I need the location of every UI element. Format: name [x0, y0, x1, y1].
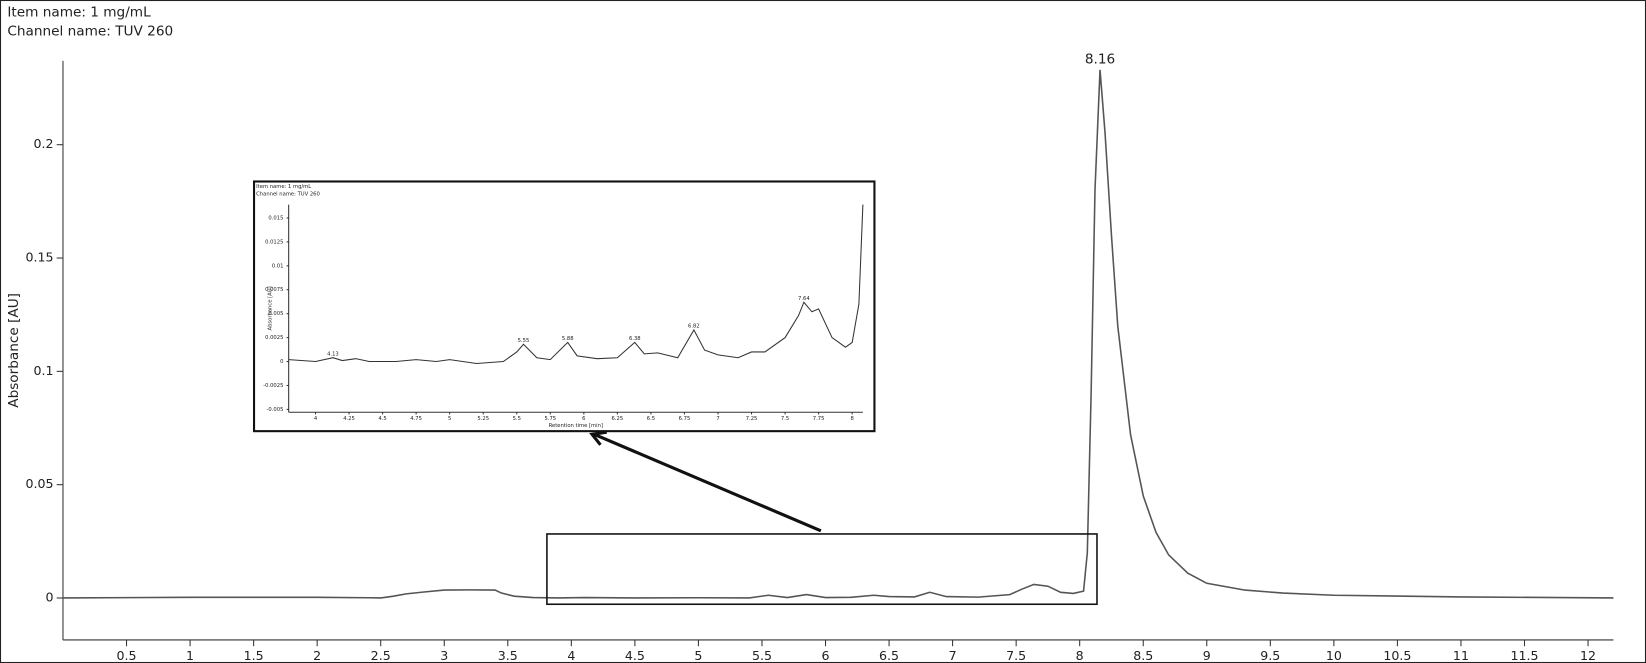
y-tick-label: 0.0125 [265, 239, 283, 245]
peak-label: 6.82 [688, 324, 700, 330]
x-tick-label: 8.5 [1133, 648, 1153, 663]
zoom-region [546, 533, 1098, 606]
x-tick-label: 6.75 [679, 416, 691, 422]
y-tick-label: 0.05 [26, 476, 54, 491]
peak-label: 7.64 [798, 296, 810, 302]
title: Item name: 1 mg/mL [256, 184, 311, 190]
x-tick-label: 7 [949, 648, 957, 663]
x-tick-label: 4.25 [343, 416, 355, 422]
subtitle: Channel name: TUV 260 [7, 23, 173, 39]
x-tick-label: 3.5 [498, 648, 518, 663]
y-tick-label: 0.2 [34, 136, 54, 151]
x-tick-label: 7.75 [813, 416, 825, 422]
y-tick-label: 0.0075 [265, 287, 283, 293]
x-tick-label: 7 [716, 416, 719, 422]
x-tick-label: 1.5 [244, 648, 264, 663]
x-tick-label: 6 [822, 648, 830, 663]
x-tick-label: 2.5 [371, 648, 391, 663]
y-tick-label: -0.0025 [263, 383, 283, 389]
x-tick-label: 4.5 [625, 648, 645, 663]
x-tick-label: 5.5 [513, 416, 521, 422]
trace [62, 69, 1614, 599]
peak-label: 4.13 [327, 351, 339, 357]
inset-frame [252, 180, 876, 433]
x-tick-label: 6.5 [647, 416, 655, 422]
x-tick-label: 0.5 [117, 648, 137, 663]
x-tick-label: 11.5 [1510, 648, 1538, 663]
x-tick-label: 7.25 [746, 416, 758, 422]
x-tick-label: 6.5 [879, 648, 899, 663]
x-tick-label: 5.25 [477, 416, 489, 422]
y-tick-label: 0.01 [272, 263, 284, 269]
zoom-arrow-head [589, 430, 607, 446]
x-tick-label: 5 [448, 416, 451, 422]
y-tick-label: -0.005 [267, 407, 284, 413]
x-tick-label: 8 [850, 416, 853, 422]
x-tick-label: 12 [1580, 648, 1596, 663]
x-tick-label: 4 [314, 416, 318, 422]
x-tick-label: 2 [313, 648, 321, 663]
x-tick-label: 1 [186, 648, 194, 663]
x-tick-label: 11 [1453, 648, 1469, 663]
subtitle: Channel name: TUV 260 [256, 192, 320, 198]
peak-label: 5.55 [518, 338, 530, 344]
x-tick-label: 7.5 [781, 416, 789, 422]
x-tick-label: 7.5 [1006, 648, 1026, 663]
trace [288, 204, 864, 365]
x-tick-label: 6.25 [612, 416, 624, 422]
x-tick-label: 10 [1326, 648, 1342, 663]
peak-label: 8.16 [1085, 52, 1115, 68]
x-tick-label: 4.75 [410, 416, 422, 422]
x-tick-label: 10.5 [1383, 648, 1411, 663]
peak-label: 6.38 [629, 336, 641, 342]
y-tick-label: 0 [280, 359, 283, 365]
y-tick-label: 0.015 [268, 215, 283, 221]
y-tick-label: 0.005 [268, 311, 283, 317]
y-tick-label: 0.15 [26, 250, 54, 265]
x-axis-label: Retention time [min] [549, 423, 603, 429]
zoom-arrow [593, 432, 822, 533]
y-tick-label: 0.0025 [265, 335, 283, 341]
y-axis-label: Absorbance [AU] [6, 293, 22, 408]
peak-label: 5.88 [562, 336, 574, 342]
y-axis-label: Absorbance [AU] [267, 286, 273, 330]
x-tick-label: 6 [582, 416, 585, 422]
x-tick-label: 4 [567, 648, 575, 663]
y-tick-label: 0 [46, 589, 54, 604]
x-tick-label: 9.5 [1260, 648, 1280, 663]
x-tick-label: 5.5 [752, 648, 772, 663]
x-tick-label: 4.5 [378, 416, 386, 422]
x-tick-label: 8 [1076, 648, 1084, 663]
y-tick-label: 0.1 [34, 363, 54, 378]
inset-chart: Item name: 1 mg/mL Channel name: TUV 260 -… [256, 184, 864, 429]
x-tick-label: 5.75 [544, 416, 556, 422]
x-tick-label: 9 [1203, 648, 1211, 663]
x-tick-label: 3 [440, 648, 448, 663]
title: Item name: 1 mg/mL [7, 5, 151, 21]
x-tick-label: 5 [694, 648, 702, 663]
main-chart: Item name: 1 mg/mL Channel name: TUV 260 0… [6, 5, 1614, 663]
